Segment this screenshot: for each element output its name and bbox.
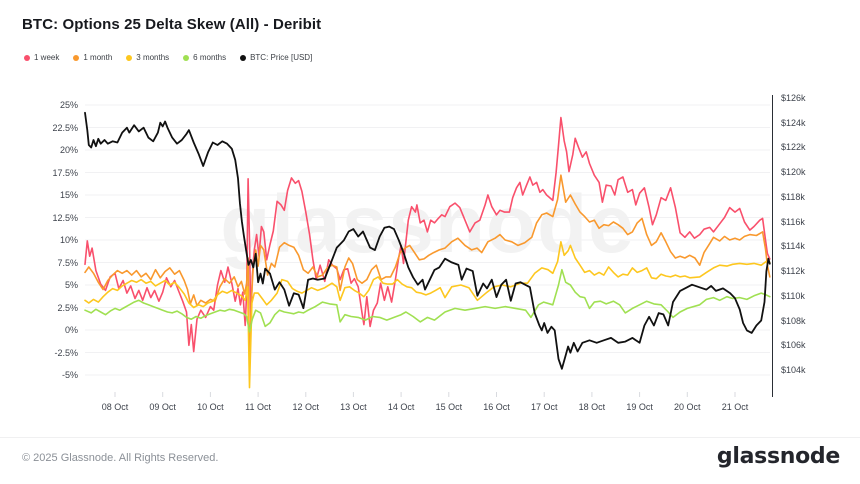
glassnode-logo: glassnode [716,444,840,469]
x-tick-label: 08 Oct [101,402,129,412]
x-tick-label: 09 Oct [149,402,176,412]
y-right-tick-label: $124k [781,117,806,128]
y-right-tick-label: $112k [781,266,805,277]
y-left-tick-label: 12.5% [52,212,78,223]
y-left-tick-label: 15% [59,190,78,200]
legend-item-label: 3 months [136,53,170,62]
y-right-tick-label: $122k [781,142,806,153]
series-line-6-months [84,268,771,333]
x-tick-label: 10 Oct [197,402,224,412]
legend-item-1-month[interactable]: 1 month [73,53,112,62]
x-tick-label: 11 Oct [245,402,271,412]
x-tick-label: 20 Oct [674,402,701,412]
y-left-tick-label: 5% [64,280,78,290]
series-line-btc-price-usd- [84,111,771,370]
x-tick-label: 12 Oct [292,402,319,412]
y-left-tick-label: 7.5% [57,257,78,268]
legend-item-label: 6 months [193,53,227,62]
series-line-1-month [84,174,771,366]
x-tick-label: 21 Oct [721,402,749,412]
x-tick-label: 18 Oct [578,402,606,412]
y-right-tick-label: $108k [781,315,806,326]
series-line-1-week [84,116,771,353]
y-left-tick-label: -5% [61,370,78,380]
legend-item-6-months[interactable]: 6 months [183,53,226,62]
legend-item-1-week[interactable]: 1 week [24,53,59,62]
y-left-tick-label: 17.5% [52,167,78,178]
y-right-tick-label: $116k [781,216,805,227]
legend-dot-icon [73,54,80,61]
y-right-tick-label: $104k [781,364,806,375]
page-title: BTC: Options 25 Delta Skew (All) - Derib… [22,16,322,33]
legend-dot-icon [183,54,190,61]
series-line-3-months [84,241,771,389]
footer: © 2025 Glassnode. All Rights Reserved. g… [0,437,860,484]
y-right-tick-label: $120k [781,167,806,178]
legend-dot-icon [126,54,133,61]
y-left-tick-label: 25% [59,100,78,110]
y-left-tick-label: -2.5% [54,347,78,358]
x-tick-label: 15 Oct [435,402,463,412]
legend-dot-icon [240,54,247,61]
x-tick-label: 14 Oct [387,402,415,412]
y-right-tick-label: $118k [781,191,805,202]
legend-item-3-months[interactable]: 3 months [126,53,169,62]
legend-item-label: 1 week [34,53,60,62]
y-right-tick-label: $106k [781,340,806,351]
y-left-tick-label: 0% [64,325,78,335]
y-right-tick-label: $110k [781,290,805,301]
y-left-tick-label: 22.5% [52,122,78,133]
y-right-tick-label: $126k [781,93,806,103]
copyright-text: © 2025 Glassnode. All Rights Reserved. [22,452,219,464]
y-left-tick-label: 2.5% [57,302,78,313]
chart-legend: 1 week 1 month 3 months 6 months BTC: Price … [24,53,312,62]
y-right-tick-label: $114k [781,241,805,252]
legend-item-btc-price-usd-[interactable]: BTC: Price [USD] [240,53,312,62]
y-left-tick-label: 10% [59,235,78,245]
x-tick-label: 17 Oct [530,402,558,412]
legend-item-label: BTC: Price [USD] [250,53,313,62]
y-left-tick-label: 20% [59,145,78,155]
x-tick-label: 19 Oct [626,402,653,412]
x-tick-label: 16 Oct [483,402,510,412]
x-tick-label: 13 Oct [340,402,367,412]
legend-dot-icon [24,54,30,61]
legend-item-label: 1 month [83,53,113,62]
